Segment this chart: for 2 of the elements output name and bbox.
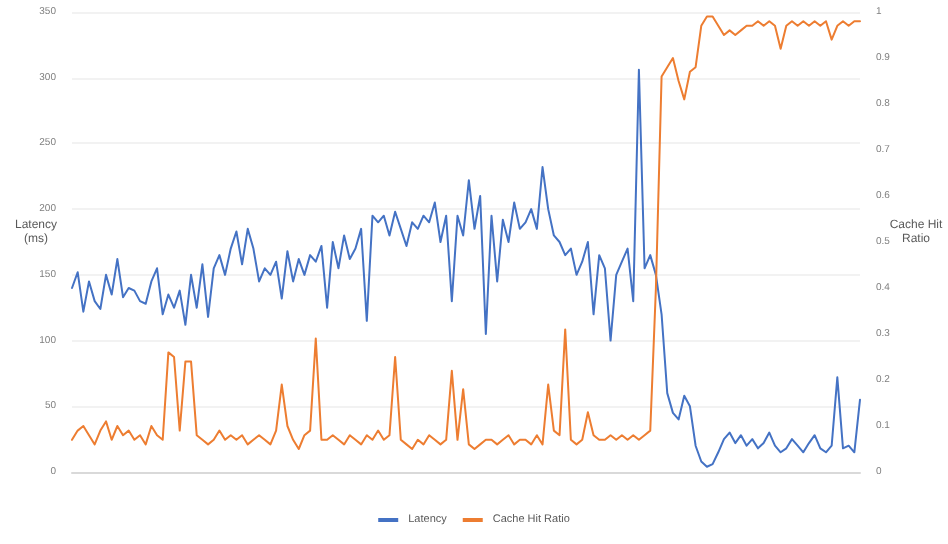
line-series <box>71 15 861 450</box>
line-series <box>71 68 861 468</box>
